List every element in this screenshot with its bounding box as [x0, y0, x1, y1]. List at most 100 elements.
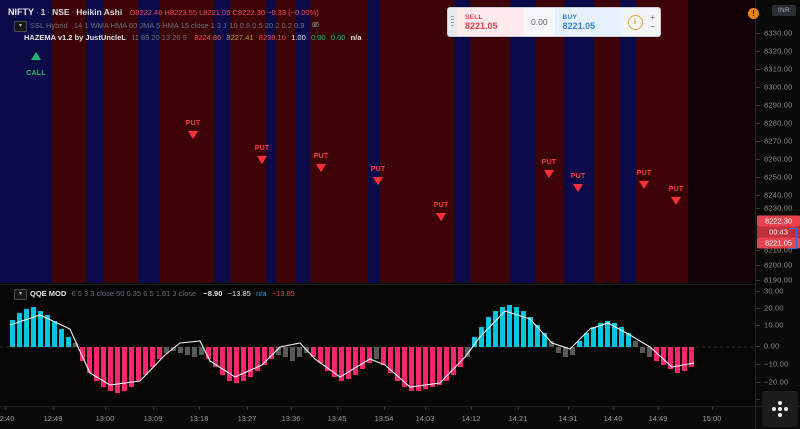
time-axis-label: 13:00 — [95, 414, 115, 423]
qqe-params: 6 5 3 3 close 50 0.35 6 5 1.61 3 close — [71, 289, 197, 298]
increase-button[interactable]: + — [650, 12, 656, 22]
time-axis-label: 14:31 — [558, 414, 578, 423]
qqe-value-1: −8.90 — [203, 289, 223, 298]
time-axis-label: 14:12 — [461, 414, 481, 423]
symbol-exchange: NSE — [52, 7, 70, 17]
symbol-interval[interactable]: 1 — [40, 7, 46, 17]
indicator-axis-label: 20.00 — [764, 303, 784, 313]
signal-marker-put — [544, 170, 554, 178]
signal-label-put: PUT — [541, 159, 557, 166]
price-axis-label: 8290.00 — [764, 100, 793, 110]
hazema-legend[interactable]: HAZEMA v1.2 by JustUncleL 11 89 20 13 26… — [24, 32, 362, 43]
spread-value: 0.00 — [524, 8, 555, 36]
signal-marker-put — [316, 164, 326, 172]
time-axis-label: 13:36 — [281, 414, 301, 423]
eye-off-icon[interactable] — [311, 20, 320, 29]
time-axis[interactable]: 12:40 12:49 13:00 13:09 13:18 13:27 13:3… — [0, 406, 755, 429]
grid-dots-icon[interactable] — [762, 391, 798, 427]
price-axis-label: 8310.00 — [764, 64, 793, 74]
hazema-value-6: 0.00 — [330, 33, 346, 42]
signal-marker-put — [671, 197, 681, 205]
price-axis-label: 8330.00 — [764, 28, 793, 38]
price-axis-label: 8250.00 — [764, 172, 793, 182]
indicator-axis-label: 10.00 — [764, 320, 784, 330]
time-axis-label: 15:00 — [702, 414, 722, 423]
indicator-axis-label: 30.00 — [764, 286, 784, 296]
price-chart-pane[interactable]: CALL PUT PUT PUT PUT PUT PUT PUT PUT PUT — [0, 0, 755, 283]
symbol-legend[interactable]: NIFTY · 1 · NSE · Heikin Ashi O8222.46 H8223.5… — [8, 7, 319, 17]
sell-label: SELL — [465, 13, 483, 21]
decrease-button[interactable]: − — [650, 21, 656, 31]
chevron-down-icon[interactable]: ▾ — [14, 289, 27, 300]
hazema-value-2: 8227.41 — [226, 33, 254, 42]
time-axis-label: 12:40 — [0, 414, 15, 423]
indicator-axis-label: 0.00 — [764, 341, 780, 351]
warning-icon[interactable]: ! — [748, 8, 759, 19]
chevron-down-icon[interactable]: ▾ — [14, 21, 27, 32]
drag-handle-icon[interactable] — [448, 8, 457, 36]
hazema-value-4: 1.00 — [291, 33, 306, 42]
ssl-name[interactable]: SSL Hybrid — [30, 21, 68, 30]
signal-label-put: PUT — [433, 202, 449, 209]
buy-sell-order-widget[interactable]: SELL 8221.05 0.00 BUY 8221.05 i + − — [447, 7, 662, 37]
info-icon: i — [627, 14, 643, 30]
time-axis-label: 13:18 — [189, 414, 209, 423]
signal-marker-put — [573, 184, 583, 192]
hazema-name[interactable]: HAZEMA v1.2 by JustUncleL — [24, 33, 126, 42]
hazema-value-1: 8224.86 — [194, 33, 222, 42]
price-axis-label: 8240.00 — [764, 190, 793, 200]
price-axis-label: 8300.00 — [764, 82, 793, 92]
info-button[interactable]: i — [621, 8, 649, 36]
qqe-value-3: n/a — [256, 289, 267, 298]
indicator-axis-label: −10.00 — [764, 359, 789, 369]
quantity-stepper[interactable]: + − — [648, 8, 661, 36]
qqe-value-2: −13.85 — [227, 289, 251, 298]
sell-price: 8221.05 — [465, 20, 498, 31]
qqe-series-svg — [0, 305, 755, 393]
sell-button[interactable]: SELL 8221.05 — [457, 8, 524, 36]
signal-label-put: PUT — [668, 186, 684, 193]
qqe-value-4: −13.85 — [271, 289, 295, 298]
signal-marker-put — [436, 213, 446, 221]
signal-marker-call — [31, 52, 41, 60]
signal-label-put: PUT — [370, 166, 386, 173]
signal-label-put: PUT — [570, 173, 586, 180]
price-axis-label: 8200.00 — [764, 260, 793, 270]
symbol-chart-type[interactable]: Heikin Ashi — [76, 7, 123, 17]
hazema-params: 11 89 20 13 26 9 — [131, 33, 187, 42]
last-price-badge: 8222.30 — [757, 215, 800, 227]
time-axis-label: 13:45 — [327, 414, 347, 423]
time-axis-label: 14:21 — [508, 414, 528, 423]
price-axis-label: 8270.00 — [764, 136, 793, 146]
symbol-ohlc: O8222.46 H8223.55 L8221.05 C8222.30 −0.3… — [129, 8, 319, 17]
time-axis-label: 14:40 — [603, 414, 623, 423]
price-axis-label: 8190.00 — [764, 275, 793, 285]
signal-label-put: PUT — [636, 170, 652, 177]
grid-dots-glyph — [772, 401, 788, 417]
price-axis-label: 8260.00 — [764, 154, 793, 164]
qqe-legend[interactable]: ▾ QQE MOD 6 5 3 3 close 50 0.35 6 5 1.61 … — [14, 288, 295, 300]
bid-price-badge: 8221.05 — [757, 237, 800, 249]
signal-label-put: PUT — [185, 120, 201, 127]
ssl-params: 14 1 WMA HMA 60 JMA 5 HMA 15 close 1 3 1… — [73, 21, 305, 30]
currency-badge[interactable]: INR — [772, 5, 796, 16]
time-axis-label: 13:54 — [374, 414, 394, 423]
signal-label-put: PUT — [254, 145, 270, 152]
price-axis-label: 8210.00 — [764, 245, 793, 255]
hazema-value-3: 8238.10 — [258, 33, 286, 42]
qqe-name[interactable]: QQE MOD — [30, 289, 67, 298]
signal-marker-put — [257, 156, 267, 164]
signal-marker-put — [639, 181, 649, 189]
time-axis-label: 14:03 — [415, 414, 435, 423]
indicator-axis-label: −20.00 — [764, 377, 789, 387]
buy-button[interactable]: BUY 8221.05 — [554, 8, 622, 36]
price-axis[interactable]: 8330.00 8320.00 8310.00 8300.00 8290.00 … — [755, 0, 800, 406]
hazema-value-5: 0.00 — [310, 33, 326, 42]
price-axis-label: 8280.00 — [764, 118, 793, 128]
signal-marker-put — [188, 131, 198, 139]
qqe-indicator-pane[interactable] — [0, 284, 755, 407]
symbol-ticker[interactable]: NIFTY — [8, 7, 34, 17]
time-axis-label: 13:27 — [237, 414, 257, 423]
ssl-hybrid-legend[interactable]: ▾ SSL Hybrid 14 1 WMA HMA 60 JMA 5 HMA 15… — [14, 20, 320, 32]
